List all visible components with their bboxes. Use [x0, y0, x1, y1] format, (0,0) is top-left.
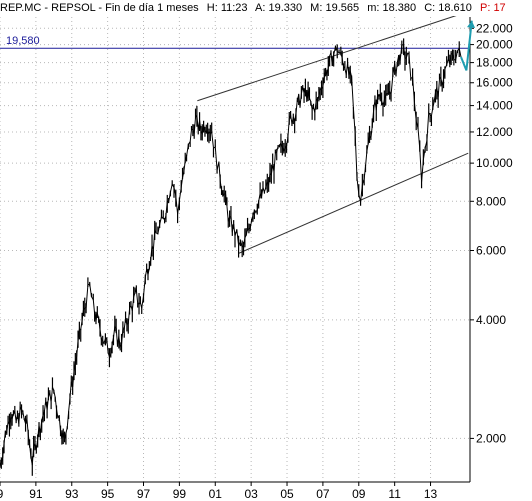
x-tick-label: 13	[424, 487, 438, 501]
min-value: 18.380	[382, 2, 417, 14]
high-label: H:	[206, 2, 218, 14]
p-value: : 17	[487, 2, 506, 14]
y-tick-label: 10.000	[476, 156, 513, 170]
x-tick-label: 93	[65, 487, 79, 501]
y-tick-label: 8.000	[476, 194, 506, 208]
open-label: A:	[254, 2, 266, 14]
y-tick-label: 18.000	[476, 56, 513, 70]
max-value: 19.565	[325, 2, 360, 14]
close-value: 18.610	[438, 2, 472, 14]
x-tick-label: 9	[0, 487, 4, 501]
chart-header: REP.MC - REPSOL - Fin de día 1 meses H: …	[0, 0, 532, 16]
x-tick-label: 97	[137, 487, 151, 501]
x-tick-label: 99	[173, 487, 187, 501]
max-label: M:	[310, 2, 323, 14]
y-tick-label: 6.000	[476, 244, 506, 258]
x-tick-label: 09	[352, 487, 366, 501]
p-label: P	[479, 2, 488, 14]
x-tick-label: 01	[209, 487, 223, 501]
x-tick-label: 05	[280, 487, 294, 501]
price-line	[0, 44, 462, 467]
y-tick-label: 12.000	[476, 125, 513, 139]
y-tick-label: 16.000	[476, 76, 513, 90]
y-tick-label: 14.000	[476, 99, 513, 113]
close-label: C:	[424, 2, 436, 14]
x-tick-label: 07	[316, 487, 330, 501]
resistance-label: 19,580	[6, 35, 40, 47]
channel-lower-line	[238, 152, 469, 254]
open-value: 19.330	[268, 2, 303, 14]
x-tick-label: 91	[29, 487, 43, 501]
y-tick-label: 2.000	[476, 431, 506, 445]
x-tick-label: 95	[101, 487, 115, 501]
x-tick-label: 03	[244, 487, 258, 501]
projection-arrowhead	[467, 20, 476, 28]
projection-line	[460, 20, 473, 71]
y-tick-label: 22.000	[476, 21, 513, 35]
y-tick-label: 4.000	[476, 313, 506, 327]
symbol-title: REP.MC - REPSOL - Fin de día 1 meses	[0, 2, 199, 14]
high-value: 11:23	[220, 2, 248, 14]
min-label: m:	[367, 2, 380, 14]
y-tick-label: 20.000	[476, 38, 513, 52]
x-tick-label: 11	[388, 487, 401, 501]
